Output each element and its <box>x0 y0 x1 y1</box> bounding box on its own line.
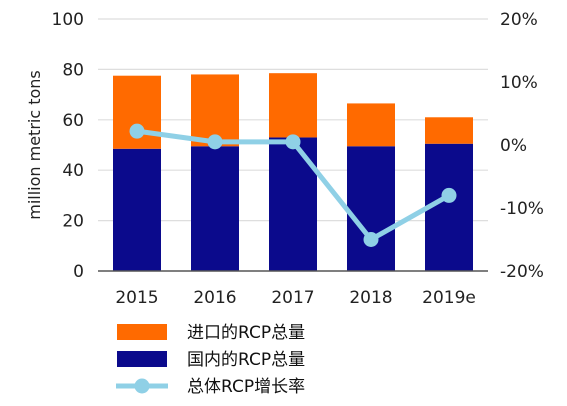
legend-label: 国内的RCP总量 <box>187 350 305 370</box>
y-tick-label: 60 <box>62 111 84 131</box>
bar-group <box>113 73 473 271</box>
legend-label: 总体RCP增长率 <box>187 377 305 397</box>
rate-point <box>285 134 301 150</box>
y-tick-label: 0 <box>73 262 84 282</box>
x-tick-label: 2015 <box>115 288 158 308</box>
bar <box>425 143 473 271</box>
bar <box>191 74 239 147</box>
legend-swatch <box>117 351 167 367</box>
growth-rate-line <box>129 123 457 247</box>
y-tick-label: 20 <box>62 212 84 232</box>
y2-tick-label: -10% <box>500 199 544 219</box>
legend-swatch <box>117 324 167 340</box>
legend-label: 进口的RCP总量 <box>187 323 305 343</box>
y-tick-label: 40 <box>62 161 84 181</box>
bar <box>425 117 473 144</box>
rate-point <box>129 123 145 139</box>
x-tick-label: 2016 <box>193 288 236 308</box>
bar <box>269 137 317 271</box>
y2-tick-label: 20% <box>500 10 538 30</box>
y2-tick-label: 10% <box>500 73 538 93</box>
x-tick-label: 2019e <box>422 288 476 308</box>
y2-axis-ticks: -20% -10% 0% 10% 20% <box>500 10 544 282</box>
x-tick-label: 2017 <box>271 288 314 308</box>
bar <box>269 73 317 138</box>
bar <box>191 146 239 271</box>
y2-tick-label: 0% <box>500 136 527 156</box>
y-tick-label: 80 <box>62 60 84 80</box>
y-axis-label: million metric tons <box>25 70 44 220</box>
y-axis-ticks: 0 20 40 60 80 100 <box>52 10 84 282</box>
bar <box>347 146 395 271</box>
y-tick-label: 100 <box>52 10 84 30</box>
legend-marker <box>134 378 150 394</box>
y2-tick-label: -20% <box>500 262 544 282</box>
x-axis-ticks: 2015 2016 2017 2018 2019e <box>115 288 476 308</box>
bar <box>113 148 161 271</box>
rate-point <box>207 134 223 150</box>
bar <box>347 103 395 147</box>
x-tick-label: 2018 <box>349 288 392 308</box>
rate-point <box>363 232 379 247</box>
rate-point <box>441 187 457 203</box>
